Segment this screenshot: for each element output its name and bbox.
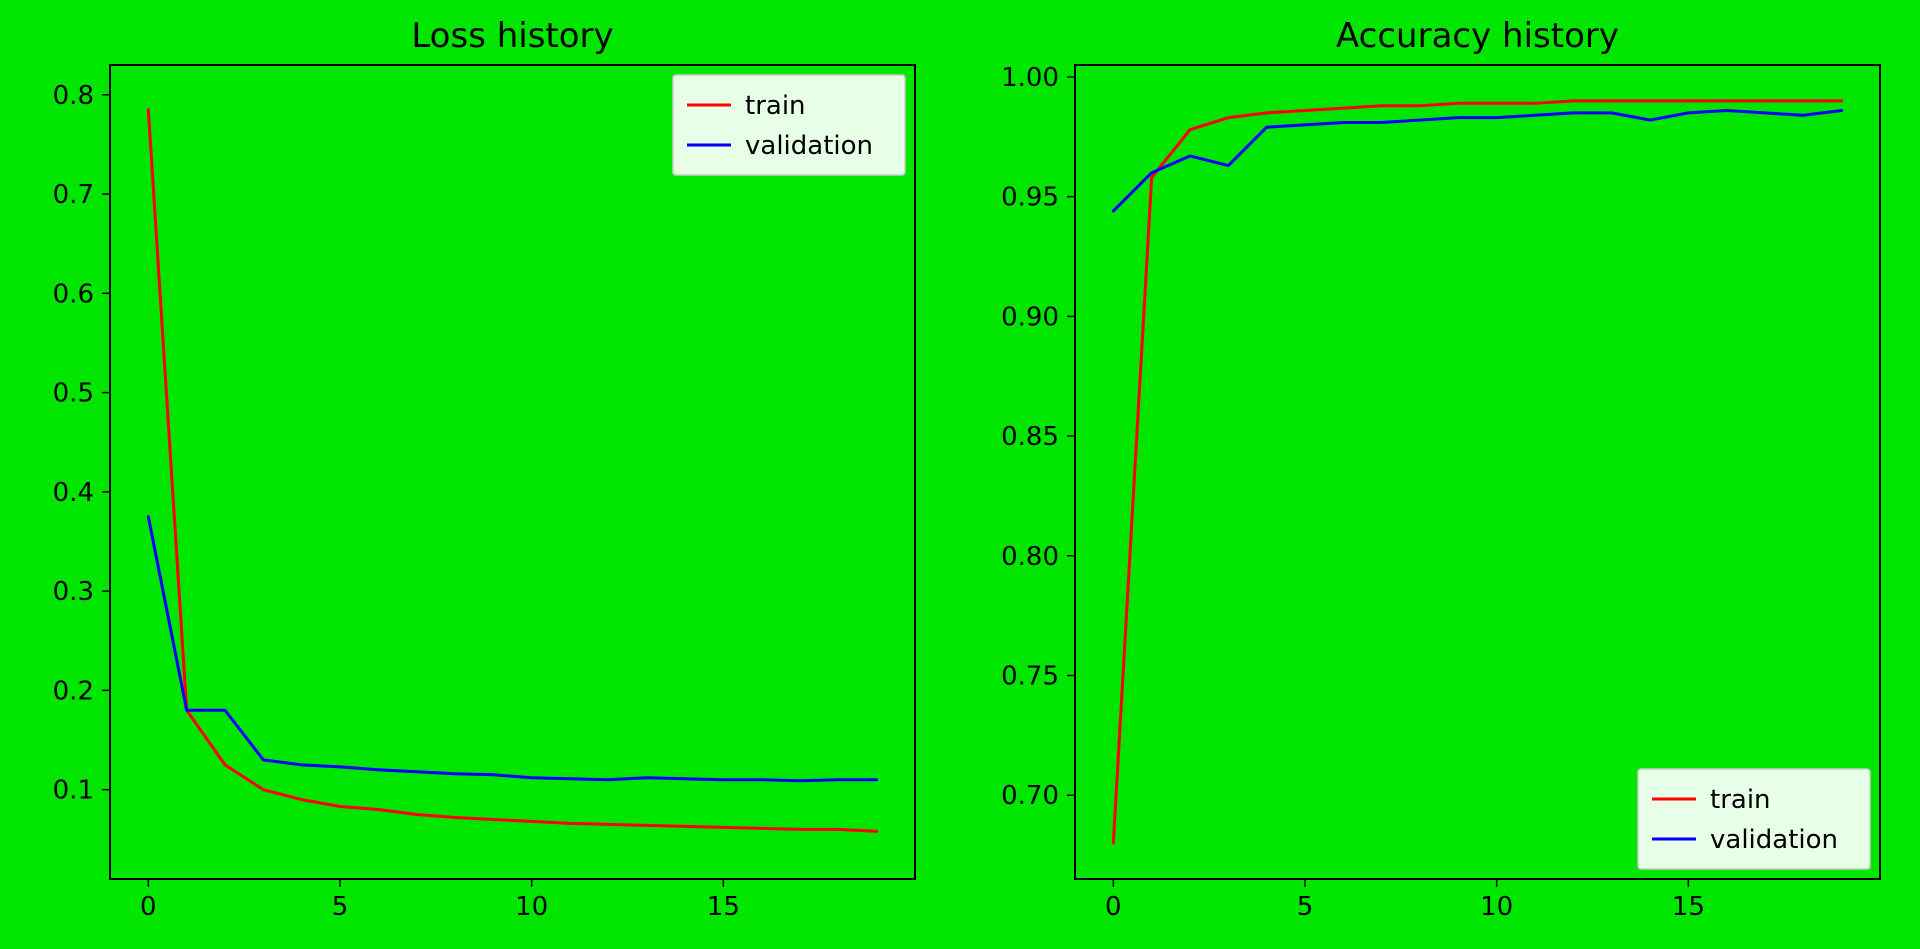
y-tick-label: 0.2 <box>53 676 94 706</box>
legend-label-train: train <box>745 91 806 121</box>
y-tick-label: 0.95 <box>1001 183 1059 213</box>
y-tick-label: 0.7 <box>53 180 94 210</box>
y-tick-label: 0.4 <box>53 478 94 508</box>
x-tick-label: 0 <box>1105 892 1122 922</box>
x-tick-label: 5 <box>1297 892 1314 922</box>
chart-title: Accuracy history <box>1336 16 1619 56</box>
accuracy-chart: 0 5 10 15 0.70 0.75 0.80 0.85 0.90 0.95 1.00 Accura… <box>1001 16 1880 922</box>
legend-label-train: train <box>1710 785 1771 815</box>
loss-chart: 0 5 10 15 0.1 0.2 0.3 0.4 0.5 0.6 0.7 0.8 Loss histo… <box>53 16 915 922</box>
chart-title: Loss history <box>411 16 613 56</box>
y-tick-label: 1.00 <box>1001 63 1059 93</box>
x-tick-label: 15 <box>707 892 740 922</box>
y-tick-label: 0.85 <box>1001 422 1059 452</box>
x-tick-label: 0 <box>140 892 157 922</box>
x-tick-label: 10 <box>1480 892 1513 922</box>
legend-label-validation: validation <box>745 131 873 161</box>
figure: 0 5 10 15 0.1 0.2 0.3 0.4 0.5 0.6 0.7 0.8 Loss histo… <box>0 0 1920 949</box>
x-tick-label: 15 <box>1672 892 1705 922</box>
y-tick-label: 0.1 <box>53 776 94 806</box>
y-tick-label: 0.8 <box>53 81 94 111</box>
legend-label-validation: validation <box>1710 825 1838 855</box>
x-tick-label: 10 <box>515 892 548 922</box>
y-tick-label: 0.5 <box>53 379 94 409</box>
y-tick-label: 0.75 <box>1001 662 1059 692</box>
y-tick-label: 0.90 <box>1001 302 1059 332</box>
y-tick-label: 0.70 <box>1001 781 1059 811</box>
legend: train validation <box>673 75 905 175</box>
y-tick-label: 0.80 <box>1001 542 1059 572</box>
y-tick-label: 0.6 <box>53 279 94 309</box>
legend: train validation <box>1638 769 1870 869</box>
x-tick-label: 5 <box>332 892 349 922</box>
y-tick-label: 0.3 <box>53 577 94 607</box>
